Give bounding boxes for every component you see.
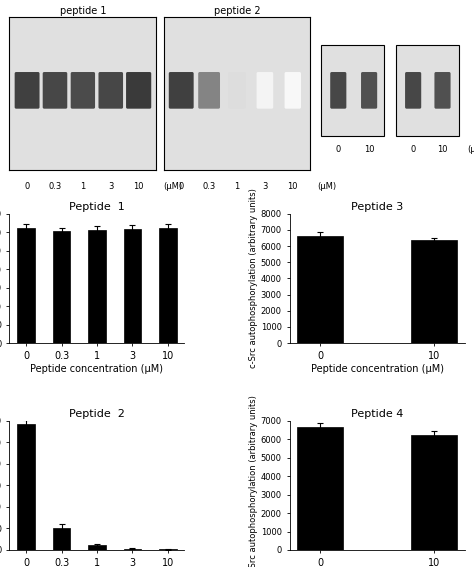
Title: peptide 2: peptide 2 — [214, 6, 260, 16]
Bar — [88, 545, 106, 550]
Title: Peptide 4: Peptide 4 — [351, 409, 403, 418]
Title: Peptide  2: Peptide 2 — [69, 409, 125, 418]
X-axis label: Peptide concentration (μM): Peptide concentration (μM) — [30, 363, 164, 374]
FancyBboxPatch shape — [256, 72, 273, 109]
FancyBboxPatch shape — [198, 72, 220, 109]
FancyBboxPatch shape — [228, 72, 246, 109]
Text: 0: 0 — [336, 145, 341, 154]
Text: 10: 10 — [437, 145, 448, 154]
Y-axis label: c-Src autophosphorylation (arbitrary units): c-Src autophosphorylation (arbitrary uni… — [249, 189, 258, 369]
FancyBboxPatch shape — [321, 45, 384, 136]
Text: 10: 10 — [364, 145, 374, 154]
FancyBboxPatch shape — [435, 72, 451, 109]
X-axis label: Peptide concentration (μM): Peptide concentration (μM) — [310, 363, 444, 374]
Bar — [298, 236, 343, 343]
FancyBboxPatch shape — [395, 45, 459, 136]
FancyBboxPatch shape — [405, 72, 421, 109]
FancyBboxPatch shape — [71, 72, 95, 109]
Text: 3: 3 — [108, 182, 113, 191]
Text: 0.3: 0.3 — [48, 182, 62, 191]
FancyBboxPatch shape — [126, 72, 151, 109]
Text: 0: 0 — [410, 145, 416, 154]
Title: peptide 1: peptide 1 — [60, 6, 106, 16]
Bar — [124, 549, 141, 550]
Bar — [53, 231, 71, 343]
Text: (μM): (μM) — [467, 145, 474, 154]
Text: 10: 10 — [288, 182, 298, 191]
Bar — [159, 549, 176, 550]
FancyBboxPatch shape — [15, 72, 39, 109]
Text: 3: 3 — [262, 182, 268, 191]
Bar — [411, 434, 456, 550]
Text: (μM): (μM) — [164, 182, 183, 191]
Text: 1: 1 — [234, 182, 240, 191]
Text: 0: 0 — [25, 182, 30, 191]
FancyBboxPatch shape — [169, 72, 194, 109]
Text: (μM): (μM) — [318, 182, 337, 191]
Title: Peptide 3: Peptide 3 — [351, 202, 403, 211]
Bar — [124, 229, 141, 343]
Bar — [53, 528, 71, 550]
Y-axis label: c-Src autophosphorylation (arbitrary units): c-Src autophosphorylation (arbitrary uni… — [249, 395, 258, 567]
Bar — [411, 240, 456, 343]
FancyBboxPatch shape — [43, 72, 67, 109]
Text: 0.3: 0.3 — [202, 182, 216, 191]
FancyBboxPatch shape — [99, 72, 123, 109]
Text: 0: 0 — [179, 182, 184, 191]
FancyBboxPatch shape — [330, 72, 346, 109]
Bar — [298, 427, 343, 550]
Text: 10: 10 — [133, 182, 144, 191]
Bar — [88, 230, 106, 343]
Bar — [159, 228, 176, 343]
Text: 1: 1 — [80, 182, 85, 191]
Bar — [18, 424, 35, 550]
FancyBboxPatch shape — [284, 72, 301, 109]
Bar — [18, 228, 35, 343]
Title: Peptide  1: Peptide 1 — [69, 202, 125, 211]
FancyBboxPatch shape — [361, 72, 377, 109]
